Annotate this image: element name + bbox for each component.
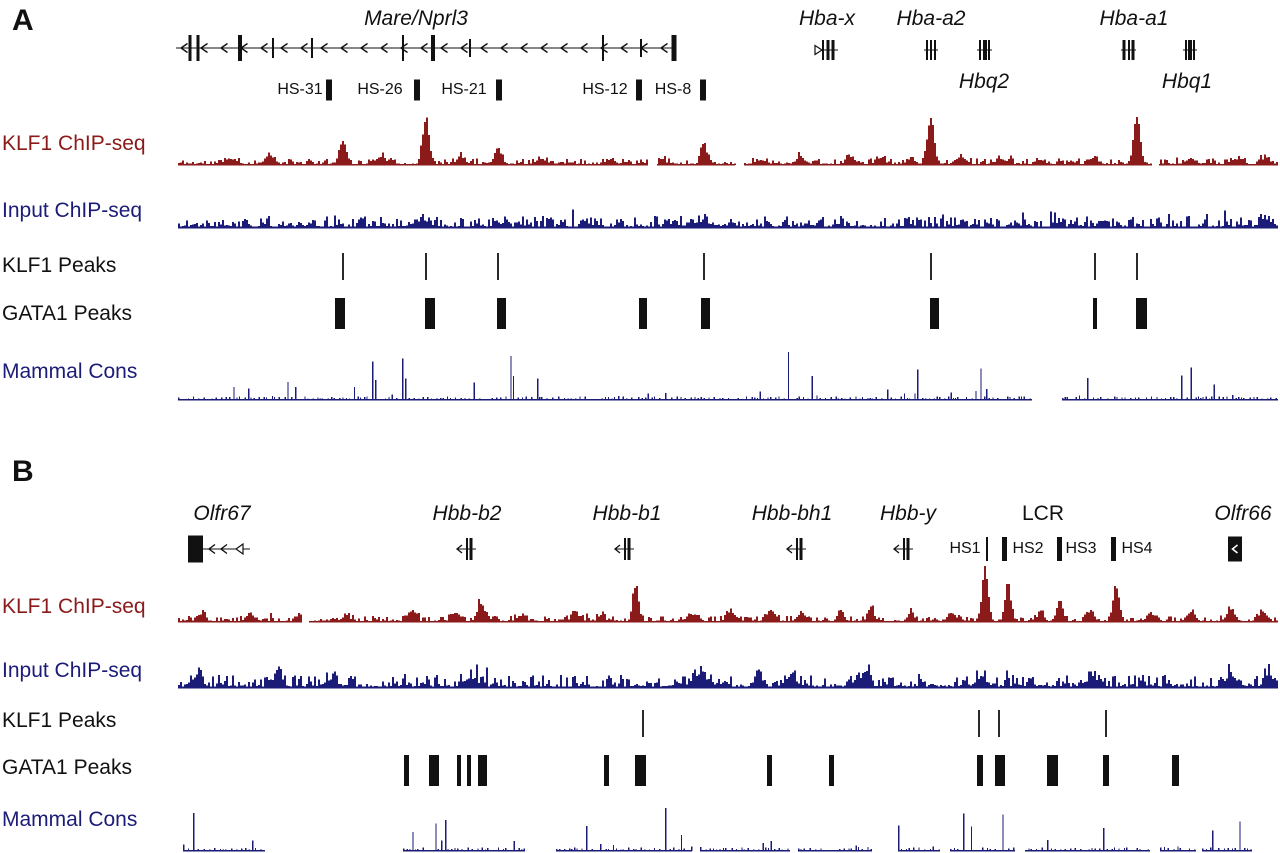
gene-label-hba-a1: Hba-a1 xyxy=(1099,7,1169,30)
panel-a-klf1-signal-baseline xyxy=(657,164,735,166)
gene-label-hbq2: Hbq2 xyxy=(958,70,1010,93)
hs-site-label-hs1: HS1 xyxy=(949,540,981,557)
gene-label-hbq1: Hbq1 xyxy=(1161,70,1213,93)
gene-hbb-b1 xyxy=(613,538,634,560)
hs-site-label-hs-21: HS-21 xyxy=(441,81,487,98)
gene-label-hba-a2: Hba-a2 xyxy=(896,7,966,30)
gene-hbb-b2 xyxy=(455,538,476,560)
track-label-b-klf1-peaks: KLF1 Peaks xyxy=(2,709,117,732)
gene-label-mare-nprl3: Mare/Nprl3 xyxy=(364,7,468,30)
lcr-label: LCR xyxy=(1021,502,1065,525)
track-label-b-mammal-cons: Mammal Cons xyxy=(2,808,138,831)
gene-olfr66 xyxy=(1228,536,1242,562)
gene-label-hbb-y: Hbb-y xyxy=(879,502,937,525)
gene-olfr67 xyxy=(188,535,250,563)
gene-hba-a2 xyxy=(924,40,938,60)
panel-a-klf1-signal-baseline xyxy=(744,164,1152,166)
panel-a-letter: A xyxy=(12,4,34,37)
gene-hbb-bh1 xyxy=(785,538,806,560)
hs1-tick xyxy=(986,537,988,561)
panel-a-klf1-signal-baseline xyxy=(1159,164,1278,166)
hs-site-label-hs-12: HS-12 xyxy=(582,81,628,98)
track-label-b-gata1-peaks: GATA1 Peaks xyxy=(2,756,132,779)
hs-site-label-hs2: HS2 xyxy=(1012,540,1044,557)
panel-b-klf1-peak-calls xyxy=(642,710,1107,737)
panel-a-mammal-cons xyxy=(178,352,1278,401)
gene-label-hbb-bh1: Hbb-bh1 xyxy=(751,502,833,525)
hs-site-label-hs-8: HS-8 xyxy=(654,81,692,98)
gene-label-olfr66: Olfr66 xyxy=(1214,502,1272,525)
panel-b-klf1-signal-baseline xyxy=(178,621,302,623)
hs-31-box xyxy=(326,79,332,101)
hs2-box xyxy=(1002,537,1007,561)
track-label-a-gata1-peaks: GATA1 Peaks xyxy=(2,302,132,325)
hs-26-box xyxy=(414,79,420,101)
panel-a-klf1-signal-baseline xyxy=(178,164,648,166)
panel-b-input-signal xyxy=(178,663,1278,688)
panel-b-letter: B xyxy=(12,455,34,488)
hs3-box xyxy=(1057,537,1062,561)
hs-12-box xyxy=(636,79,642,101)
panel-b-klf1-signal xyxy=(178,566,1278,622)
gene-hbq1 xyxy=(1183,40,1197,60)
hs-site-label-hs-31: HS-31 xyxy=(277,81,323,98)
panel-a-input-signal-baseline xyxy=(178,227,1278,229)
panel-b-gata1-peak-calls xyxy=(404,755,1179,786)
panel-a-klf1-signal xyxy=(178,117,1278,165)
panel-b-klf1-signal-baseline xyxy=(309,621,1278,623)
gene-hbb-y xyxy=(892,538,913,560)
hs4-box xyxy=(1111,537,1116,561)
gene-hbq2 xyxy=(977,40,992,60)
panel-a-input-signal xyxy=(178,209,1278,228)
track-label-b-input: Input ChIP-seq xyxy=(2,659,143,682)
gene-label-hbb-b1: Hbb-b1 xyxy=(592,502,662,525)
hs-site-label-hs4: HS4 xyxy=(1121,540,1153,557)
hs-site-label-hs3: HS3 xyxy=(1065,540,1097,557)
hs-8-box xyxy=(700,79,706,101)
gene-mare-nprl3 xyxy=(176,35,677,61)
gene-hba-a1 xyxy=(1121,40,1136,60)
track-label-a-input: Input ChIP-seq xyxy=(2,199,143,222)
panel-a-gata1-peak-calls xyxy=(335,298,1147,329)
hs-21-box xyxy=(496,79,502,101)
gene-label-hbb-b2: Hbb-b2 xyxy=(432,502,502,525)
track-label-a-klf1-peaks: KLF1 Peaks xyxy=(2,254,117,277)
hs-site-label-hs-26: HS-26 xyxy=(357,81,403,98)
gene-label-olfr67: Olfr67 xyxy=(193,502,251,525)
panel-a-klf1-peak-calls xyxy=(342,253,1138,280)
panel-b-input-signal-baseline xyxy=(178,687,1278,689)
gene-hba-x xyxy=(814,40,838,60)
panel-b-mammal-cons xyxy=(183,807,1252,852)
track-label-a-mammal-cons: Mammal Cons xyxy=(2,360,138,383)
track-label-b-klf1: KLF1 ChIP-seq xyxy=(2,595,146,618)
track-label-a-klf1: KLF1 ChIP-seq xyxy=(2,132,146,155)
gene-label-hba-x: Hba-x xyxy=(798,7,856,30)
